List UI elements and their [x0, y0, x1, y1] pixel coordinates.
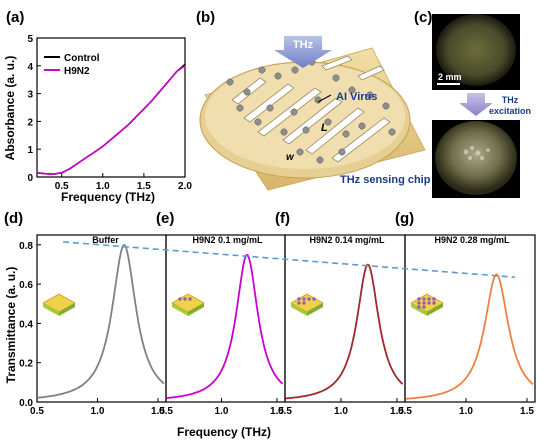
absorbance-y-tick-label: 2 [27, 117, 33, 128]
legend-label-control: Control [64, 53, 100, 64]
transmittance-charts: 0.00.20.40.60.80.5 1.0 1.50.5 1.0 1.50.5 1.0 1… [4, 234, 536, 439]
transmittance-curve-1 [165, 253, 284, 399]
virus-pointer [317, 94, 332, 103]
virus-dot [183, 297, 187, 301]
slot-length-label: L [321, 122, 328, 134]
absorbance-y-tick-label: 1 [27, 145, 33, 156]
transmittance-x-tick-label: 1.5 [270, 406, 284, 417]
virus-dot [432, 297, 436, 301]
panel-label-c: (c) [414, 9, 432, 26]
transmittance-x-tick-label: 0.5 [159, 406, 173, 417]
transmittance-x-tick-label: 1.0 [215, 406, 229, 417]
transmittance-x-tick-label: 1.5 [520, 406, 534, 417]
transmittance-curve-0 [36, 243, 165, 399]
absorbance-y-tick-label: 3 [27, 90, 33, 101]
panel-label-e: (e) [156, 210, 174, 227]
slot-array [231, 55, 391, 163]
transmittance-curve-2 [284, 263, 404, 400]
virus-dot [417, 297, 421, 301]
absorbance-series-h9n2 [36, 65, 186, 176]
scale-bar-label: 2 mm [438, 72, 462, 82]
absorbance-y-tick-label: 5 [27, 34, 33, 45]
absorbance-x-tick-label: 2.0 [178, 181, 192, 192]
panel-label-b: (b) [196, 9, 215, 26]
transmittance-panel-frame [165, 234, 286, 403]
virus-dot [422, 301, 426, 305]
trend-line [62, 241, 516, 279]
transmittance-x-axis-label: Frequency (THz) [177, 425, 271, 439]
thz-label: THz [293, 39, 314, 51]
absorbance-legend: Control H9N2 [44, 53, 100, 77]
transmittance-y-tick-label: 0.4 [19, 319, 33, 330]
transmittance-x-tick-label: 0.5 [398, 406, 412, 417]
virus-dot [312, 297, 316, 301]
panel-label-a: (a) [6, 9, 24, 26]
virus-dot [417, 305, 421, 309]
transmittance-panel-frame [404, 234, 536, 403]
microscope-photos: 2 mm THz excitation [432, 14, 531, 198]
legend-label-h9n2: H9N2 [64, 66, 90, 77]
absorbance-y-axis-label: Absorbance (a. u.) [3, 56, 17, 161]
virus-dot [297, 297, 301, 301]
virus-dot [422, 305, 426, 309]
virus-dot [302, 301, 306, 305]
ai-virus-label: AI Virus [336, 91, 377, 103]
virus-dot [302, 297, 306, 301]
transmittance-x-tick-label: 1.5 [151, 406, 165, 417]
transmittance-y-axis-label: Transmittance (a. u.) [4, 267, 18, 384]
virus-dot [427, 297, 431, 301]
absorbance-series-control [36, 63, 186, 176]
absorbance-x-tick-label: 1.0 [96, 181, 110, 192]
transmittance-curve-3 [404, 273, 534, 400]
absorbance-x-tick-label: 1.5 [137, 181, 151, 192]
panel-label-g: (g) [395, 210, 414, 227]
virus-dot [188, 297, 192, 301]
transmittance-panel-frame [36, 234, 167, 403]
transmittance-panel-title: H9N2 0.28 mg/mL [434, 235, 510, 245]
virus-dot [417, 301, 421, 305]
transmittance-y-tick-label: 0.0 [19, 398, 33, 409]
absorbance-y-tick-label: 4 [27, 62, 33, 73]
transmittance-y-tick-label: 0.6 [19, 280, 33, 291]
absorbance-chart: 0 1 2 3 4 5 0.5 1.0 1.5 2.0 Frequency (THz) Abso… [3, 34, 192, 204]
transmittance-x-tick-label: 1.0 [91, 406, 105, 417]
virus-dot [427, 301, 431, 305]
transmittance-x-tick-label: 1.5 [390, 406, 404, 417]
absorbance-x-axis-label: Frequency (THz) [61, 190, 155, 204]
panel-label-d: (d) [4, 210, 23, 227]
transmittance-x-tick-label: 0.5 [30, 406, 44, 417]
transmittance-x-tick-label: 1.0 [334, 406, 348, 417]
transmittance-y-tick-label: 0.8 [19, 241, 33, 252]
transmittance-y-tick-label: 0.2 [19, 359, 33, 370]
virus-dot [432, 301, 436, 305]
transmittance-panel-title: H9N2 0.14 mg/mL [309, 235, 385, 245]
excitation-arrow [459, 93, 493, 116]
virus-dot [178, 297, 182, 301]
virus-dot [297, 301, 301, 305]
chip-label: THz sensing chip [340, 174, 431, 186]
excitation-label-line1: THz [502, 95, 519, 105]
sensing-chip-illustration: THz AI Virus L w THz sensing chip [199, 36, 431, 191]
panel-label-f: (f) [275, 210, 290, 227]
absorbance-y-tick-label: 0 [27, 173, 33, 184]
absorbance-plot-frame [36, 37, 186, 178]
transmittance-x-tick-label: 0.5 [278, 406, 292, 417]
transmittance-panel-title: H9N2 0.1 mg/mL [192, 235, 263, 245]
virus-dot [422, 297, 426, 301]
excitation-label-line2: excitation [489, 106, 531, 116]
transmittance-x-tick-label: 1.0 [459, 406, 473, 417]
absorbance-x-tick-label: 0.5 [55, 181, 69, 192]
transmittance-panel-title: Buffer [92, 235, 119, 245]
virus-dot [307, 297, 311, 301]
slot-width-label: w [286, 152, 295, 163]
thz-beam-arrow [274, 36, 332, 68]
